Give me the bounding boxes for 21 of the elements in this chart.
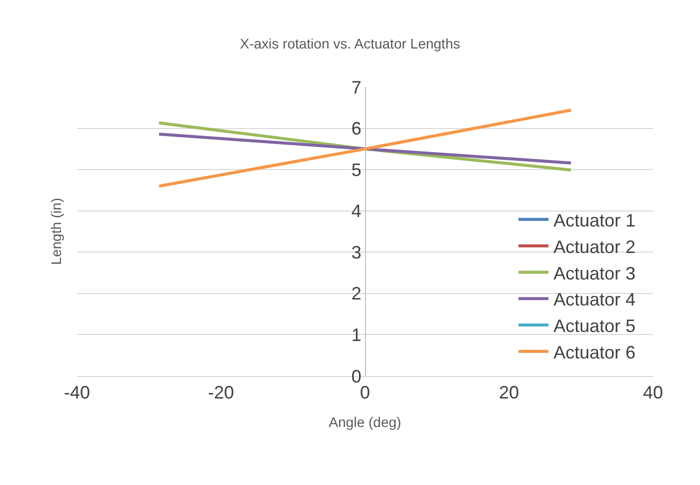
y-tick-label: 4 (351, 201, 362, 222)
x-tick-label: -40 (64, 382, 90, 403)
y-tick-label: 5 (351, 160, 362, 180)
y-tick-label: 6 (351, 118, 362, 139)
x-tick-label: -20 (208, 382, 234, 403)
y-tick-label: 3 (351, 242, 362, 262)
y-axis-title: Length (in) (48, 198, 64, 265)
y-tick-label: 0 (351, 366, 362, 386)
x-tick-label: 40 (642, 382, 664, 403)
chart-title: X-axis rotation vs. Actuator Lengths (240, 36, 460, 52)
x-tick-label: 20 (498, 382, 520, 403)
legend-label: Actuator 2 (553, 236, 636, 257)
y-tick-label: 7 (351, 77, 362, 98)
y-tick-label: 2 (351, 284, 362, 304)
legend-label: Actuator 6 (553, 342, 636, 362)
legend-label: Actuator 5 (553, 316, 636, 336)
legend-label: Actuator 1 (553, 210, 636, 230)
legend-label: Actuator 4 (553, 290, 636, 310)
y-tick-label: 1 (351, 325, 362, 346)
x-axis-title: Angle (deg) (328, 414, 402, 430)
legend-label: Actuator 3 (553, 263, 636, 284)
